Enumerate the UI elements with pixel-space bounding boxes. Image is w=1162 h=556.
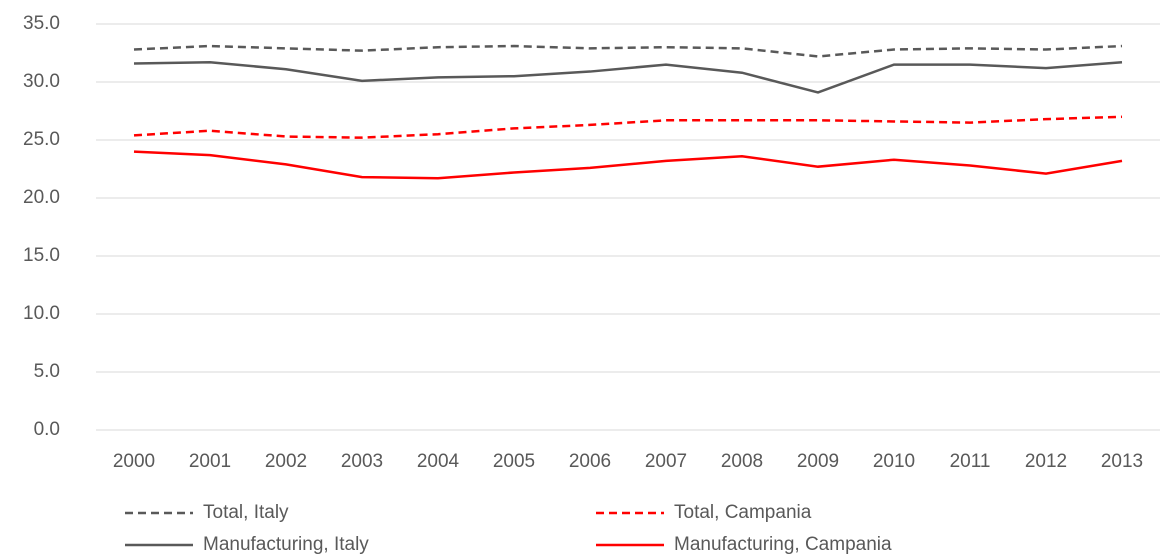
x-tick-label: 2012	[1025, 451, 1067, 472]
x-tick-label: 2001	[189, 451, 231, 472]
x-tick-label: 2005	[493, 451, 535, 472]
y-tick-label: 30.0	[23, 71, 60, 92]
x-tick-label: 2010	[873, 451, 915, 472]
legend-label: Total, Campania	[674, 502, 812, 523]
y-tick-label: 0.0	[34, 419, 60, 440]
legend-label: Total, Italy	[203, 502, 289, 523]
y-tick-label: 5.0	[34, 361, 60, 382]
legend-label: Manufacturing, Campania	[674, 534, 892, 555]
y-tick-label: 15.0	[23, 245, 60, 266]
y-tick-label: 25.0	[23, 129, 60, 150]
x-tick-label: 2003	[341, 451, 383, 472]
series-line	[133, 150, 1123, 180]
y-tick-label: 35.0	[23, 13, 60, 34]
series-line	[133, 61, 1123, 94]
x-tick-label: 2008	[721, 451, 763, 472]
x-tick-label: 2002	[265, 451, 307, 472]
x-tick-label: 2000	[113, 451, 155, 472]
x-tick-label: 2009	[797, 451, 839, 472]
legend-label: Manufacturing, Italy	[203, 534, 369, 555]
x-tick-label: 2013	[1101, 451, 1143, 472]
x-tick-label: 2004	[417, 451, 460, 472]
y-tick-label: 10.0	[23, 303, 60, 324]
x-tick-label: 2011	[950, 451, 991, 472]
series-line	[133, 115, 1123, 139]
x-tick-label: 2007	[645, 451, 687, 472]
x-tick-label: 2006	[569, 451, 611, 472]
y-tick-label: 20.0	[23, 187, 60, 208]
series-line	[133, 44, 1123, 58]
